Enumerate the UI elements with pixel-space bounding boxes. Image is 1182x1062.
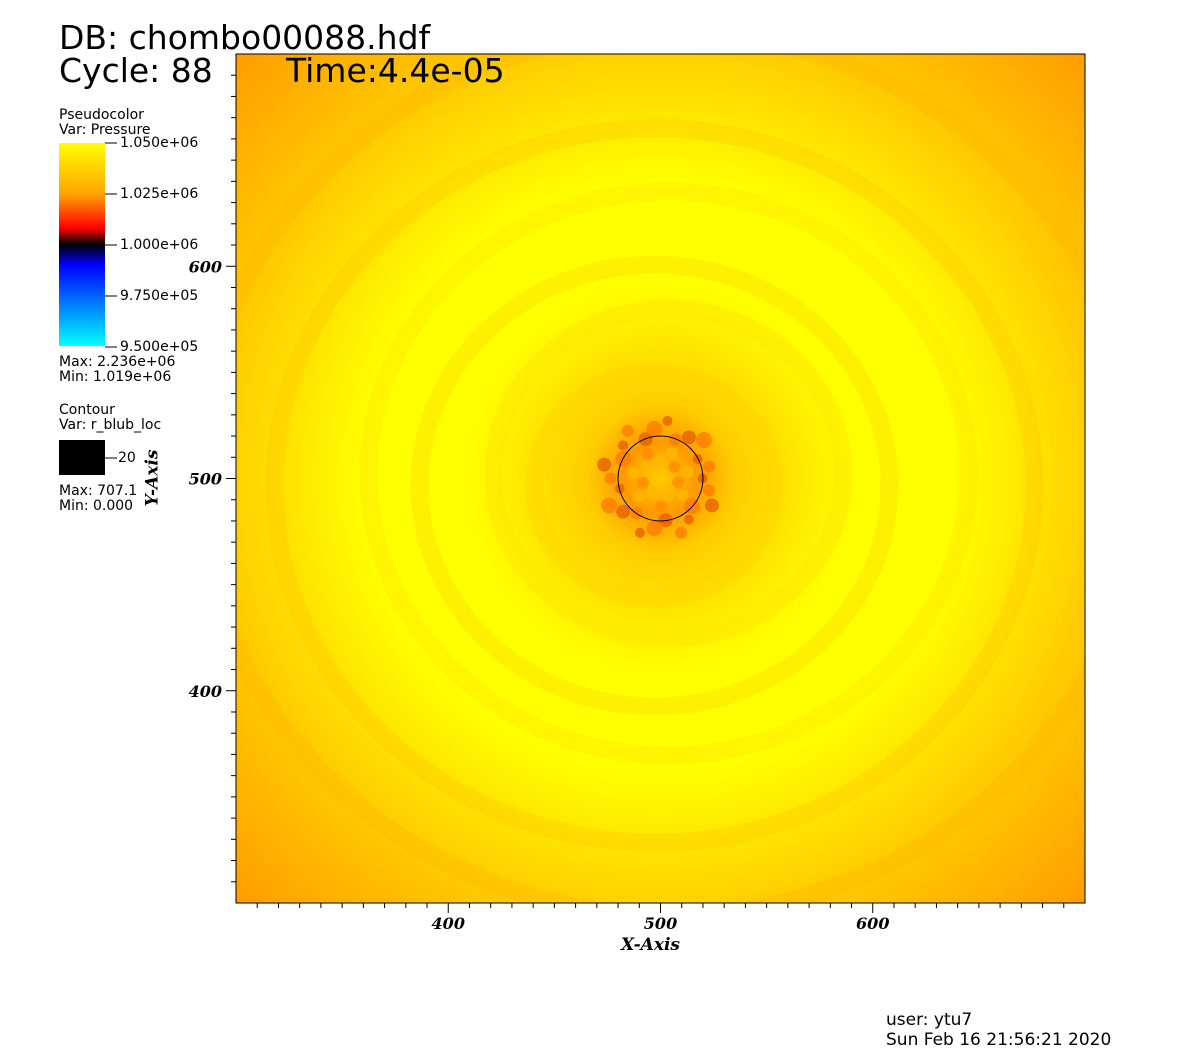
pseudocolor-min: Min: 1.019e+06 xyxy=(59,369,172,385)
bubble-blob xyxy=(662,415,673,426)
y-axis-title: Y-Axis xyxy=(142,449,163,507)
bubble-blob xyxy=(669,433,682,446)
contour-min: Min: 0.000 xyxy=(59,498,134,514)
bubble-blob xyxy=(647,488,660,501)
bubble-blob xyxy=(662,488,675,501)
bubble-blob xyxy=(703,484,716,497)
bubble-blob xyxy=(627,466,640,479)
swirl-band xyxy=(525,363,784,608)
y-tick-label: 400 xyxy=(189,682,222,701)
bubble-blob xyxy=(672,476,685,489)
bubble-blob xyxy=(616,504,631,519)
bubble-blob xyxy=(646,420,663,437)
y-tick-label: 600 xyxy=(189,257,222,276)
bubble-blob xyxy=(640,461,653,474)
swirl-band xyxy=(265,119,1044,852)
x-tick-label: 400 xyxy=(432,914,465,933)
bubble-blob xyxy=(597,457,612,472)
cycle-label: Cycle: 88 xyxy=(59,51,213,90)
pseudocolor-colorbar xyxy=(59,143,105,346)
bubble-blob xyxy=(638,432,653,447)
colorbar-tick-label: 1.000e+06 xyxy=(120,237,199,253)
time-label: Time:4.4e-05 xyxy=(286,51,505,90)
x-axis-title: X-Axis xyxy=(621,935,680,955)
y-tick-label: 500 xyxy=(189,470,222,489)
bubble-blob xyxy=(683,514,694,525)
db-label: DB: chombo00088.hdf xyxy=(59,18,431,57)
colorbar-tick-label: 9.750e+05 xyxy=(120,288,199,304)
bubble-blob xyxy=(646,520,663,537)
bubble-blob xyxy=(601,497,618,514)
heatmap-background xyxy=(236,54,1085,903)
bubble-blob xyxy=(668,460,681,473)
swirl-band xyxy=(410,255,899,716)
bubble-blob xyxy=(633,490,646,503)
bubble-blob xyxy=(634,527,645,538)
pseudocolor-var: Var: Pressure xyxy=(59,122,151,138)
contour-max: Max: 707.1 xyxy=(59,483,138,499)
bubble-blob xyxy=(615,450,632,467)
x-tick-label: 500 xyxy=(644,914,677,933)
bubble-blob xyxy=(676,489,689,502)
bubble-blob xyxy=(641,447,654,460)
colorbar-tick-label: 1.025e+06 xyxy=(120,186,199,202)
contour-swatch xyxy=(59,440,105,475)
swirl-band xyxy=(484,300,853,647)
user-label: user: ytu7 xyxy=(886,1010,973,1030)
bubble-blob xyxy=(621,424,634,437)
pseudocolor-max: Max: 2.236e+06 xyxy=(59,354,176,370)
bubble-blob xyxy=(604,472,617,485)
bubble-blob xyxy=(666,446,679,459)
bubble-blob xyxy=(675,526,688,539)
bubble-blob xyxy=(681,430,696,445)
bubble-blob xyxy=(681,465,694,478)
bubble-blob xyxy=(704,498,719,513)
bubble-blob xyxy=(692,453,703,464)
bubble-blob xyxy=(618,440,629,451)
heatmap-field xyxy=(236,54,1085,903)
bubble-blob xyxy=(637,476,650,489)
date-label: Sun Feb 16 21:56:21 2020 xyxy=(886,1030,1112,1050)
contour-level-label: 20 xyxy=(118,450,136,466)
contour-title: Contour xyxy=(59,402,115,418)
contour-line xyxy=(617,435,704,522)
bubble-blob xyxy=(695,432,712,449)
bubble-blob xyxy=(655,500,668,513)
colorbar-tick-label: 1.050e+06 xyxy=(120,135,199,151)
bubble-blob xyxy=(654,454,667,467)
bubble-blob xyxy=(630,507,643,520)
x-tick-label: 600 xyxy=(856,914,889,933)
swirl-band xyxy=(359,182,978,765)
colorbar-tick-label: 9.500e+05 xyxy=(120,339,199,355)
pseudocolor-title: Pseudocolor xyxy=(59,107,144,123)
bubble-blob xyxy=(614,483,625,494)
bubble-blob xyxy=(703,460,716,473)
contour-var: Var: r_blub_loc xyxy=(59,417,162,433)
